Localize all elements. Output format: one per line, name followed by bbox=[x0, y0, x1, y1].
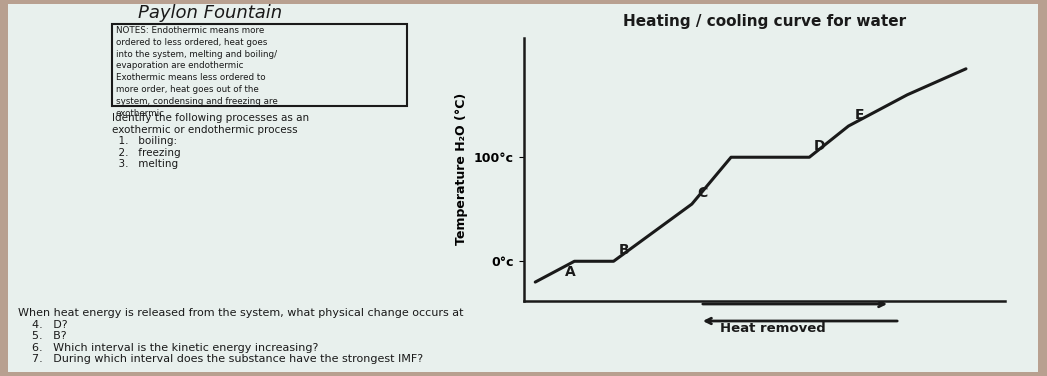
Title: Heating / cooling curve for water: Heating / cooling curve for water bbox=[623, 15, 906, 29]
Bar bbox=[112, 24, 407, 106]
Text: NOTES: Endothermic means more
ordered to less ordered, heat goes
into the system: NOTES: Endothermic means more ordered to… bbox=[116, 26, 277, 118]
Text: B: B bbox=[619, 243, 629, 257]
Text: Heat Added: Heat Added bbox=[700, 288, 787, 301]
Text: A: A bbox=[564, 265, 576, 279]
Text: D: D bbox=[814, 139, 825, 153]
Text: Paylon Fountain: Paylon Fountain bbox=[138, 4, 282, 22]
Text: C: C bbox=[697, 186, 708, 200]
Text: Identify the following processes as an
exothermic or endothermic process
  1.   : Identify the following processes as an e… bbox=[112, 113, 309, 170]
Text: E: E bbox=[854, 108, 864, 122]
Text: Heat removed: Heat removed bbox=[720, 322, 826, 335]
Y-axis label: Temperature H₂O (°C): Temperature H₂O (°C) bbox=[455, 93, 468, 245]
Text: When heat energy is released from the system, what physical change occurs at
   : When heat energy is released from the sy… bbox=[18, 308, 464, 364]
